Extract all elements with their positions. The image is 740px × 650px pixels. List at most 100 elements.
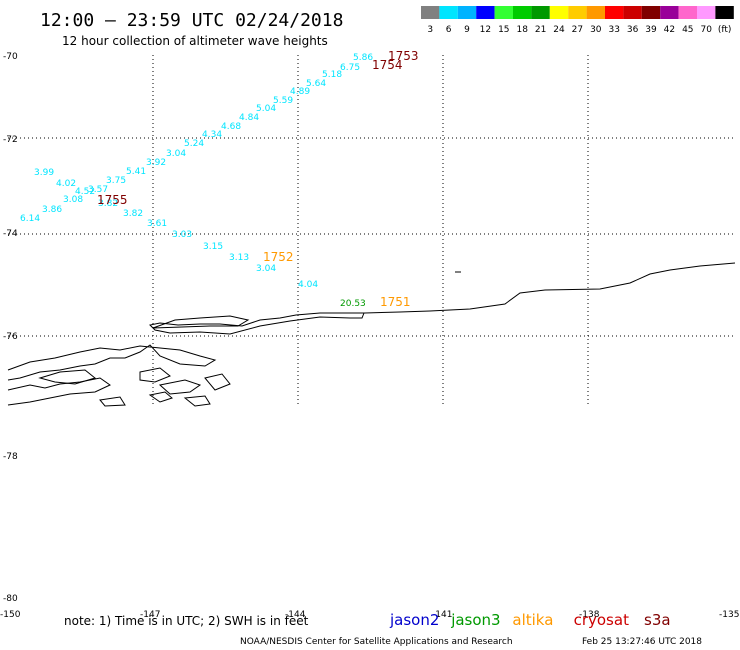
wave-height-labels: 5.86 6.75 5.18 5.64 4.89 5.59 5.04 4.84 …	[20, 53, 373, 309]
swh-value: 3.92	[146, 158, 166, 168]
lon-label: -141	[432, 610, 452, 620]
lon-label: -150	[0, 610, 21, 620]
swh-value: 4.02	[56, 179, 76, 189]
colorbar-label: 42	[664, 25, 675, 35]
colorbar-label: (ft)	[718, 25, 732, 35]
colorbar-swatch	[586, 6, 605, 19]
colorbar-label: 36	[627, 25, 639, 35]
lat-label: -72	[3, 135, 18, 145]
swh-value: 3.03	[172, 230, 192, 240]
map-title: 12:00 – 23:59 UTC 02/24/2018	[40, 10, 343, 31]
legend-s3a: s3a	[644, 611, 671, 629]
colorbar-swatch	[678, 6, 697, 19]
ice-rise	[152, 315, 250, 329]
island	[158, 379, 202, 395]
swh-value: 3.04	[166, 149, 186, 159]
colorbar-label: 45	[682, 25, 693, 35]
lat-label: -76	[3, 332, 18, 342]
swh-value: 6.14	[20, 214, 40, 224]
lon-label: -147	[140, 610, 160, 620]
map-subtitle: 12 hour collection of altimeter wave hei…	[62, 34, 328, 48]
swh-value: 3.82	[98, 199, 118, 209]
footer-credit: NOAA/NESDIS Center for Satellite Applica…	[240, 637, 513, 647]
footer-timestamp: Feb 25 13:27:46 UTC 2018	[582, 637, 702, 647]
lon-label: -135	[719, 610, 739, 620]
colorbar-label: 12	[480, 25, 491, 35]
swh-value: 3.13	[229, 253, 249, 263]
colorbar-label: 18	[516, 25, 528, 35]
colorbar-swatch	[531, 6, 550, 19]
swh-value: 4.84	[239, 113, 259, 123]
swh-value: 6.75	[340, 63, 360, 73]
colorbar-label: 6	[446, 25, 452, 35]
pass-id: 1751	[380, 295, 411, 309]
colorbar-label: 15	[498, 25, 509, 35]
colorbar-label: 21	[535, 25, 546, 35]
swh-value: 3.99	[34, 168, 54, 178]
swh-value: 5.41	[126, 167, 146, 177]
swh-value: 4.89	[290, 87, 310, 97]
colorbar: 3 6 9 12 15 18 21 24 27 30 33 36 39 42 45 70 (ft)	[421, 6, 734, 35]
swh-value: 3.08	[63, 195, 83, 205]
colorbar-label: 3	[427, 25, 433, 35]
swh-value: 4.68	[221, 122, 241, 132]
swh-value: 5.86	[353, 53, 373, 63]
swh-value: 5.18	[322, 70, 342, 80]
swh-value: 3.86	[42, 205, 62, 215]
pass-id: 1755	[97, 193, 128, 207]
colorbar-swatch	[549, 6, 569, 19]
lat-label: -78	[3, 452, 18, 462]
island	[183, 395, 211, 407]
colorbar-swatch	[476, 6, 495, 19]
swh-value: 4.04	[298, 280, 318, 290]
map-grid	[8, 55, 735, 405]
colorbar-swatch	[494, 6, 513, 19]
swh-value: 5.59	[273, 96, 293, 106]
colorbar-swatch	[641, 6, 661, 19]
pass-id: 1752	[263, 250, 294, 264]
legend-cryosat: cryosat	[574, 611, 629, 629]
swh-value: 3.82	[123, 209, 143, 219]
swh-value: 5.64	[306, 79, 326, 89]
legend-jason2: jason2	[389, 611, 439, 629]
colorbar-swatch	[568, 6, 587, 19]
coastline	[7, 262, 736, 407]
colorbar-label: 30	[590, 25, 602, 35]
ice-shelf-edge	[148, 262, 736, 335]
swh-value: 3.75	[106, 176, 126, 186]
colorbar-swatch	[697, 6, 716, 19]
island	[139, 367, 171, 383]
lat-label: -70	[3, 52, 18, 62]
pass-id: 1754	[372, 58, 403, 72]
satellite-legend: jason2 jason3 altika cryosat s3a	[389, 611, 671, 629]
colorbar-label: 9	[464, 25, 470, 35]
colorbar-label: 24	[553, 25, 565, 35]
colorbar-swatch	[605, 6, 624, 19]
colorbar-swatch	[439, 6, 458, 19]
island	[38, 369, 97, 385]
colorbar-swatch	[513, 6, 532, 19]
pass-labels: 1753 1754 1755 1752 1751	[97, 49, 419, 309]
latitude-labels: -70 -72 -74 -76 -78 -80	[3, 52, 18, 604]
colorbar-swatch	[715, 6, 734, 19]
lon-label: -144	[285, 610, 306, 620]
legend-jason3: jason3	[450, 611, 500, 629]
swh-value: 3.15	[203, 242, 223, 252]
island	[204, 373, 231, 391]
longitude-labels: -150 -147 -144 -141 -138 -135	[0, 610, 739, 620]
colorbar-swatch	[623, 6, 642, 19]
colorbar-label: 70	[700, 25, 712, 35]
legend-altika: altika	[512, 611, 553, 629]
swh-value: 5.04	[256, 104, 276, 114]
coast-segment	[7, 344, 217, 381]
coast-segment	[7, 377, 111, 406]
colorbar-label: 33	[608, 25, 619, 35]
lat-label: -74	[3, 229, 18, 239]
colorbar-swatch	[421, 6, 440, 19]
island	[99, 396, 126, 407]
pass-id: 1753	[388, 49, 419, 63]
colorbar-swatch	[457, 6, 477, 19]
swh-value: 4.34	[202, 130, 222, 140]
colorbar-swatch	[660, 6, 679, 19]
